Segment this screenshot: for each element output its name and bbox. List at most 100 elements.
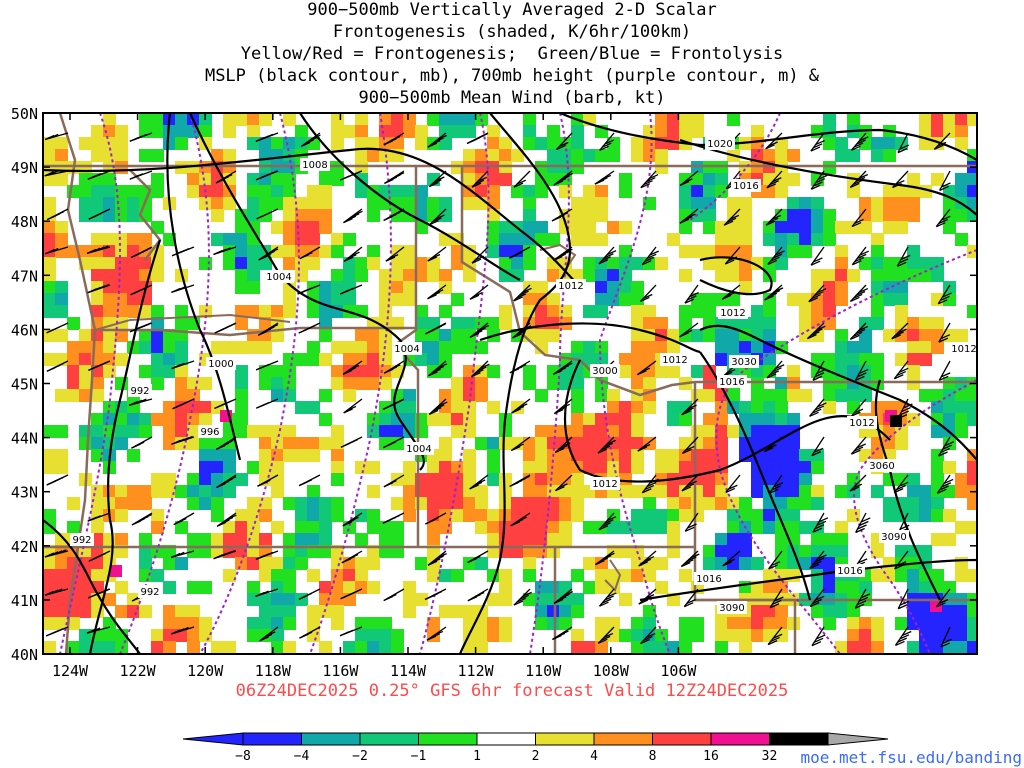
shade-cell xyxy=(559,473,572,486)
shade-cell xyxy=(271,605,284,618)
shade-cell xyxy=(559,305,572,318)
shade-cell xyxy=(427,353,440,366)
shade-cell xyxy=(631,341,644,354)
wind-barb xyxy=(342,360,363,375)
shade-cell xyxy=(463,125,476,138)
shade-cell xyxy=(403,185,416,198)
shade-cell xyxy=(163,125,176,138)
wind-barb xyxy=(257,474,279,487)
valid-time-label: 06Z24DEC2025 0.25° GFS 6hr forecast Vali… xyxy=(235,681,789,701)
wind-barb xyxy=(552,360,573,376)
shade-cell xyxy=(199,473,212,486)
shade-cell xyxy=(151,185,164,198)
wind-barb xyxy=(552,246,573,262)
shade-cell xyxy=(427,461,440,474)
shade-cell xyxy=(715,641,728,654)
shade-cell xyxy=(811,497,824,510)
wind-barb xyxy=(383,360,405,374)
shade-cell xyxy=(523,569,536,582)
shade-cell xyxy=(919,509,932,522)
wind-barb xyxy=(44,588,69,596)
shade-cell xyxy=(535,425,548,438)
shade-cell xyxy=(835,137,848,150)
credit-link[interactable]: moe.met.fsu.edu/banding xyxy=(800,748,1022,767)
shade-cell xyxy=(319,185,332,198)
shade-cell xyxy=(751,149,764,162)
shade-cell xyxy=(379,641,392,654)
shade-cell xyxy=(487,473,500,486)
shade-cell xyxy=(163,617,176,630)
shade-cell xyxy=(607,413,620,426)
shade-cell xyxy=(43,281,56,294)
shade-cell xyxy=(91,557,104,570)
shade-cell xyxy=(187,605,200,618)
shade-cell xyxy=(127,425,140,438)
shade-cell xyxy=(571,605,584,618)
shade-cell xyxy=(103,341,116,354)
wind-barb xyxy=(255,588,279,598)
wind-barb xyxy=(382,436,405,449)
shade-cell xyxy=(751,401,764,414)
shade-cell xyxy=(283,281,296,294)
shade-cell xyxy=(787,509,800,522)
shade-cell xyxy=(295,449,308,462)
shade-cell xyxy=(391,293,404,306)
shade-cell xyxy=(811,305,824,318)
shade-cell xyxy=(331,365,344,378)
shade-cell xyxy=(475,485,488,498)
shade-cell xyxy=(835,605,848,618)
shade-cell xyxy=(535,521,548,534)
shade-cell xyxy=(799,233,812,246)
shade-cell xyxy=(547,473,560,486)
shade-cell xyxy=(751,389,764,402)
shade-cell xyxy=(91,269,104,282)
wind-barb xyxy=(556,132,573,151)
shade-cell xyxy=(163,341,176,354)
shade-cell xyxy=(187,161,200,174)
shade-cell xyxy=(655,317,668,330)
shade-cell xyxy=(511,245,524,258)
wind-barb xyxy=(809,588,825,608)
shade-cell xyxy=(451,329,464,342)
shade-cell xyxy=(811,353,824,366)
shade-cell xyxy=(955,113,968,126)
shade-cell xyxy=(883,281,896,294)
shade-cell xyxy=(91,233,104,246)
shade-cell xyxy=(319,509,332,522)
shade-cell xyxy=(331,269,344,282)
shade-cell xyxy=(535,305,548,318)
shade-cell xyxy=(43,353,56,366)
shade-cell xyxy=(451,317,464,330)
shade-cell xyxy=(847,365,860,378)
shade-cell xyxy=(343,641,356,654)
shade-cell xyxy=(559,461,572,474)
shade-cell xyxy=(799,317,812,330)
shade-cell xyxy=(283,305,296,318)
shade-cell xyxy=(763,581,776,594)
shade-cell xyxy=(487,173,500,186)
shade-cell xyxy=(967,617,977,630)
shade-cell xyxy=(679,269,692,282)
shade-cell xyxy=(247,281,260,294)
shade-cell xyxy=(763,401,776,414)
wind-barb xyxy=(256,208,279,220)
shade-cell xyxy=(403,113,416,126)
shade-cell xyxy=(643,605,656,618)
axis-ticks xyxy=(43,112,977,655)
shade-cell xyxy=(715,185,728,198)
shade-cell xyxy=(295,401,308,414)
shade-cell xyxy=(583,269,596,282)
shade-cell xyxy=(943,581,956,594)
shade-cell xyxy=(163,413,176,426)
shade-cell xyxy=(871,569,884,582)
shade-cell xyxy=(439,209,452,222)
wind-barb xyxy=(765,132,783,150)
shade-cell xyxy=(883,137,896,150)
shade-cell xyxy=(295,533,308,546)
shade-cell xyxy=(139,149,152,162)
shade-cell xyxy=(607,389,620,402)
wind-barb xyxy=(87,588,111,599)
shade-cell xyxy=(271,305,284,318)
shade-cell xyxy=(295,209,308,222)
